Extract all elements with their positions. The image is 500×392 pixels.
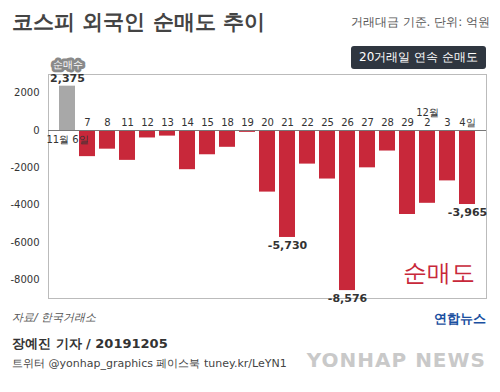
svg-text:11: 11: [121, 117, 134, 128]
svg-text:-8000: -8000: [10, 274, 39, 285]
svg-text:-8,576: -8,576: [328, 292, 368, 305]
svg-text:20: 20: [261, 117, 274, 128]
html-text:20거래일 연속 순매도: 20거래일 연속 순매도: [359, 50, 478, 64]
html-text:자료/ 한국거래소: 자료/ 한국거래소: [12, 311, 97, 324]
svg-text:-5,730: -5,730: [268, 239, 308, 252]
html-text:YONHAP NEWS: YONHAP NEWS: [306, 348, 486, 372]
html-text:코스피 외국인 순매도 추이: 코스피 외국인 순매도 추이: [12, 10, 265, 34]
svg-text:14: 14: [181, 117, 194, 128]
svg-text:순매수: 순매수: [53, 59, 83, 70]
svg-text:2,375: 2,375: [50, 72, 85, 85]
svg-text:0: 0: [33, 125, 39, 136]
html-text:거래대금 기준. 단위: 억원: 거래대금 기준. 단위: 억원: [350, 14, 490, 29]
svg-text:-3,965: -3,965: [448, 206, 487, 219]
svg-text:27: 27: [361, 117, 374, 128]
html-text:트위터 @yonhap_graphics 페이스북 tune: 트위터 @yonhap_graphics 페이스북 tuney.kr/LeYN1: [12, 357, 287, 370]
svg-text:26: 26: [341, 117, 354, 128]
svg-text:15: 15: [201, 117, 214, 128]
svg-text:13: 13: [161, 117, 174, 128]
svg-text:21: 21: [281, 117, 294, 128]
svg-text:-4000: -4000: [10, 199, 39, 210]
svg-text:19: 19: [241, 117, 254, 128]
svg-text:12: 12: [141, 117, 154, 128]
svg-text:4일: 4일: [459, 117, 475, 128]
svg-text:12월2: 12월2: [416, 107, 439, 128]
svg-text:25: 25: [321, 117, 334, 128]
svg-text:22: 22: [301, 117, 314, 128]
svg-text:11월 6일: 11월 6일: [46, 134, 88, 145]
html-text:연합뉴스: 연합뉴스: [434, 311, 486, 326]
svg-text:-6000: -6000: [10, 237, 39, 248]
svg-text:2000: 2000: [14, 87, 39, 98]
svg-text:순매도: 순매도: [403, 259, 475, 287]
svg-text:-2000: -2000: [10, 162, 39, 173]
svg-text:7: 7: [84, 117, 90, 128]
svg-text:8: 8: [104, 117, 110, 128]
html-text:장예진 기자 / 20191205: 장예진 기자 / 20191205: [12, 336, 168, 351]
svg-text:29: 29: [401, 117, 414, 128]
svg-text:3: 3: [444, 117, 450, 128]
svg-text:28: 28: [381, 117, 394, 128]
svg-text:18: 18: [221, 117, 234, 128]
